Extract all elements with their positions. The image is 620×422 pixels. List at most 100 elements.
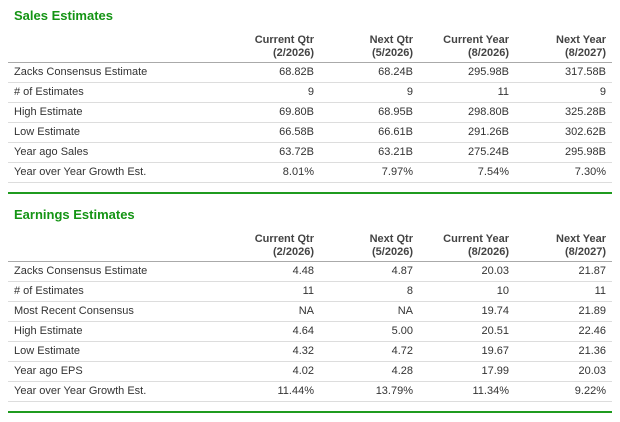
col-header-line1: Current Year	[443, 233, 509, 245]
cell-value: 325.28B	[515, 102, 612, 123]
cell-value: 21.87	[515, 261, 612, 282]
col-header-line2: (2/2026)	[273, 47, 314, 59]
cell-value: 4.32	[221, 341, 320, 362]
col-header-line2: (8/2027)	[565, 246, 606, 258]
earnings-estimates-table: Current Qtr (2/2026) Next Qtr (5/2026) C…	[8, 231, 612, 402]
cell-value: 21.89	[515, 301, 612, 322]
table-row: High Estimate 4.64 5.00 20.51 22.46	[8, 321, 612, 342]
cell-value: 295.98B	[419, 62, 515, 83]
cell-value: 66.58B	[221, 122, 320, 143]
corner-cell	[8, 32, 221, 63]
cell-value: 4.87	[320, 261, 419, 282]
cell-value: NA	[320, 301, 419, 322]
cell-value: 21.36	[515, 341, 612, 362]
cell-value: 4.02	[221, 361, 320, 382]
col-header-line1: Current Year	[443, 34, 509, 46]
cell-value: 7.97%	[320, 162, 419, 183]
col-header-line2: (8/2026)	[468, 246, 509, 258]
section-divider-rule	[8, 192, 612, 194]
table-row: Year over Year Growth Est. 11.44% 13.79%…	[8, 381, 612, 402]
cell-value: 8.01%	[221, 162, 320, 183]
row-label: # of Estimates	[8, 281, 221, 302]
col-header-next-qtr: Next Qtr (5/2026)	[320, 32, 419, 63]
cell-value: 7.54%	[419, 162, 515, 183]
table-row: Low Estimate 66.58B 66.61B 291.26B 302.6…	[8, 122, 612, 143]
cell-value: 9.22%	[515, 381, 612, 402]
col-header-current-year: Current Year (8/2026)	[419, 32, 515, 63]
col-header-line1: Next Year	[556, 34, 606, 46]
sales-estimates-section: Sales Estimates Current Qtr (2/2026) Nex…	[0, 0, 620, 194]
col-header-line1: Current Qtr	[254, 34, 314, 46]
cell-value: 20.03	[419, 261, 515, 282]
row-label: Year over Year Growth Est.	[8, 381, 221, 402]
cell-value: 291.26B	[419, 122, 515, 143]
col-header-line2: (8/2026)	[468, 47, 509, 59]
cell-value: 20.51	[419, 321, 515, 342]
row-label: Year ago EPS	[8, 361, 221, 382]
sales-section-title: Sales Estimates	[14, 8, 114, 23]
col-header-line2: (5/2026)	[372, 47, 413, 59]
cell-value: 17.99	[419, 361, 515, 382]
col-header-next-qtr: Next Qtr (5/2026)	[320, 231, 419, 262]
table-row: Low Estimate 4.32 4.72 19.67 21.36	[8, 341, 612, 362]
cell-value: 63.21B	[320, 142, 419, 163]
col-header-current-qtr: Current Qtr (2/2026)	[221, 231, 320, 262]
cell-value: 295.98B	[515, 142, 612, 163]
row-label: High Estimate	[8, 102, 221, 123]
cell-value: 20.03	[515, 361, 612, 382]
table-row: Year over Year Growth Est. 8.01% 7.97% 7…	[8, 162, 612, 183]
cell-value: 4.48	[221, 261, 320, 282]
col-header-line2: (5/2026)	[372, 246, 413, 258]
row-label: Low Estimate	[8, 341, 221, 362]
col-header-line1: Next Year	[556, 233, 606, 245]
cell-value: 7.30%	[515, 162, 612, 183]
table-row: # of Estimates 11 8 10 11	[8, 281, 612, 302]
cell-value: 13.79%	[320, 381, 419, 402]
cell-value: 11.34%	[419, 381, 515, 402]
col-header-line2: (2/2026)	[273, 246, 314, 258]
cell-value: 317.58B	[515, 62, 612, 83]
earnings-header-row: Current Qtr (2/2026) Next Qtr (5/2026) C…	[8, 231, 612, 262]
cell-value: 22.46	[515, 321, 612, 342]
cell-value: 10	[419, 281, 515, 302]
cell-value: NA	[221, 301, 320, 322]
row-label: Zacks Consensus Estimate	[8, 261, 221, 282]
cell-value: 11.44%	[221, 381, 320, 402]
table-row: # of Estimates 9 9 11 9	[8, 82, 612, 103]
cell-value: 19.67	[419, 341, 515, 362]
cell-value: 275.24B	[419, 142, 515, 163]
row-label: Low Estimate	[8, 122, 221, 143]
cell-value: 4.72	[320, 341, 419, 362]
table-row: Zacks Consensus Estimate 68.82B 68.24B 2…	[8, 62, 612, 83]
table-row: Year ago Sales 63.72B 63.21B 275.24B 295…	[8, 142, 612, 163]
cell-value: 9	[221, 82, 320, 103]
cell-value: 66.61B	[320, 122, 419, 143]
cell-value: 5.00	[320, 321, 419, 342]
cell-value: 4.64	[221, 321, 320, 342]
col-header-current-year: Current Year (8/2026)	[419, 231, 515, 262]
cell-value: 19.74	[419, 301, 515, 322]
table-row: High Estimate 69.80B 68.95B 298.80B 325.…	[8, 102, 612, 123]
col-header-line1: Next Qtr	[369, 34, 413, 46]
row-label: # of Estimates	[8, 82, 221, 103]
sales-estimates-table: Current Qtr (2/2026) Next Qtr (5/2026) C…	[8, 32, 612, 183]
col-header-line1: Next Qtr	[369, 233, 413, 245]
cell-value: 298.80B	[419, 102, 515, 123]
row-label: High Estimate	[8, 321, 221, 342]
cell-value: 11	[221, 281, 320, 302]
row-label: Year over Year Growth Est.	[8, 162, 221, 183]
sales-header-row: Current Qtr (2/2026) Next Qtr (5/2026) C…	[8, 32, 612, 63]
col-header-next-year: Next Year (8/2027)	[515, 32, 612, 63]
col-header-current-qtr: Current Qtr (2/2026)	[221, 32, 320, 63]
cell-value: 68.95B	[320, 102, 419, 123]
cell-value: 4.28	[320, 361, 419, 382]
row-label: Year ago Sales	[8, 142, 221, 163]
cell-value: 68.82B	[221, 62, 320, 83]
corner-cell	[8, 231, 221, 262]
row-label: Zacks Consensus Estimate	[8, 62, 221, 83]
cell-value: 8	[320, 281, 419, 302]
bottom-divider-rule	[8, 411, 612, 413]
cell-value: 11	[419, 82, 515, 103]
earnings-estimates-section: Earnings Estimates Current Qtr (2/2026) …	[0, 194, 620, 413]
cell-value: 9	[320, 82, 419, 103]
